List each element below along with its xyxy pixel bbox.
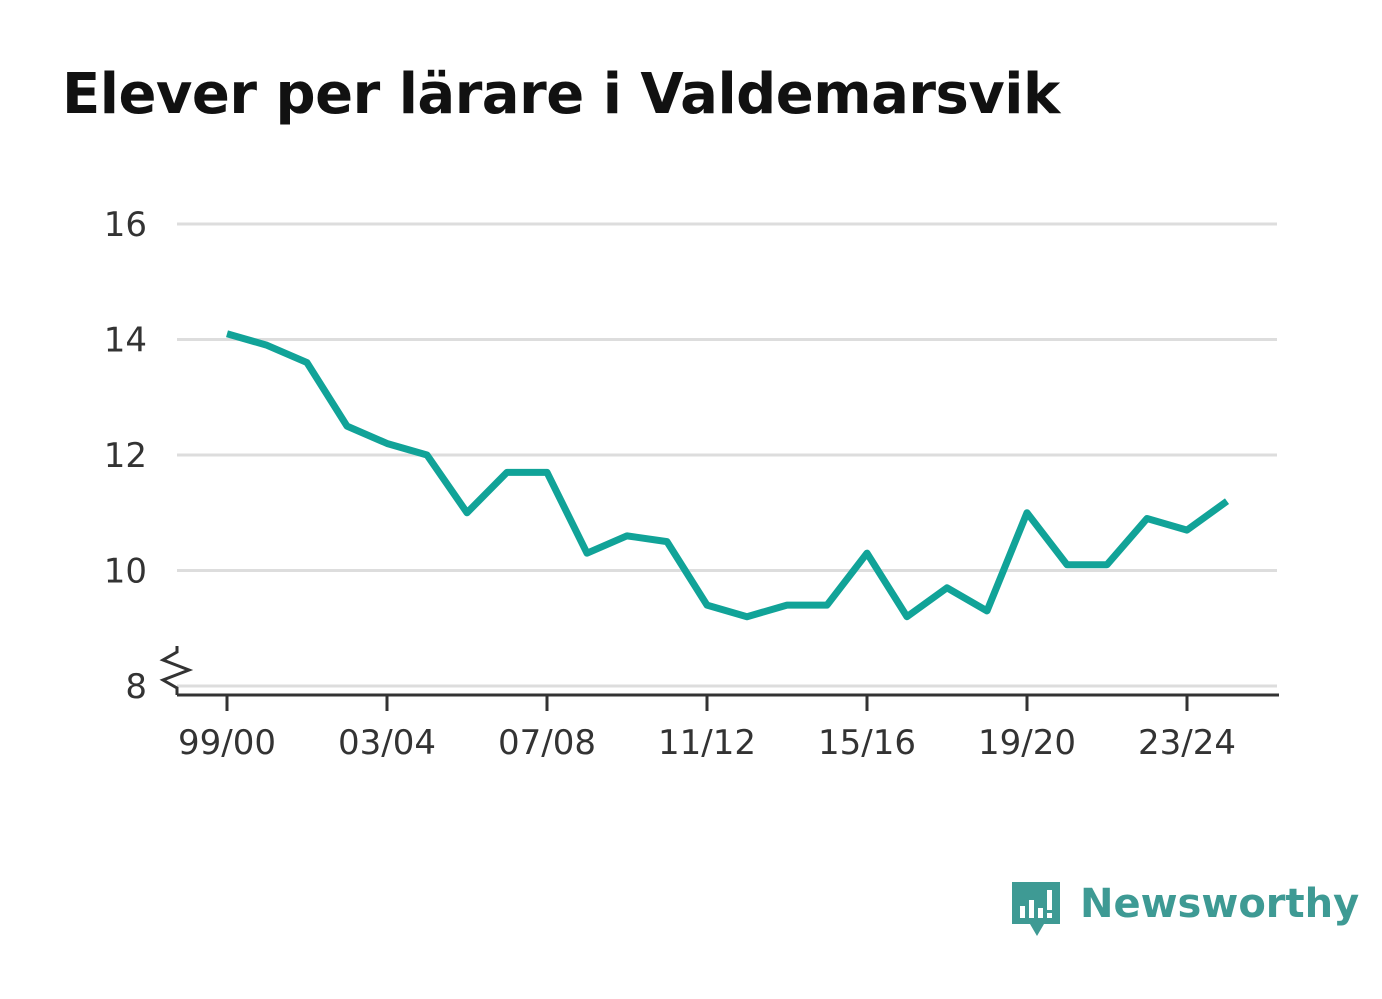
series-line (226, 330, 1230, 621)
x-tick-label: 11/12 (658, 723, 756, 763)
chart-title: Elever per lärare i Valdemarsvik (62, 62, 1060, 127)
y-axis-labels: 8 10 12 14 16 (104, 205, 194, 707)
y-tick-label-16: 16 (104, 205, 147, 245)
x-axis: 99/00 03/04 07/08 11/12 15/16 19/20 23/24 (177, 693, 1279, 763)
x-tick-label: 07/08 (498, 723, 596, 763)
grid-lines (177, 222, 1277, 688)
y-axis-break-mark (159, 646, 194, 695)
series-layer (226, 330, 1230, 621)
x-tick-label: 99/00 (178, 723, 276, 763)
brand: Newsworthy (1010, 878, 1359, 942)
y-tick-label-14: 14 (104, 321, 147, 361)
brand-name: Newsworthy (1080, 881, 1360, 927)
y-tick-label-12: 12 (104, 436, 147, 476)
newsworthy-logo-icon (1012, 882, 1060, 936)
y-tick-label-10: 10 (104, 552, 147, 592)
x-tick-label: 15/16 (818, 723, 916, 763)
x-tick-label: 03/04 (338, 723, 436, 763)
y-tick-label-8: 8 (125, 667, 147, 707)
x-tick-label: 23/24 (1138, 723, 1236, 763)
x-tick-label: 19/20 (978, 723, 1076, 763)
